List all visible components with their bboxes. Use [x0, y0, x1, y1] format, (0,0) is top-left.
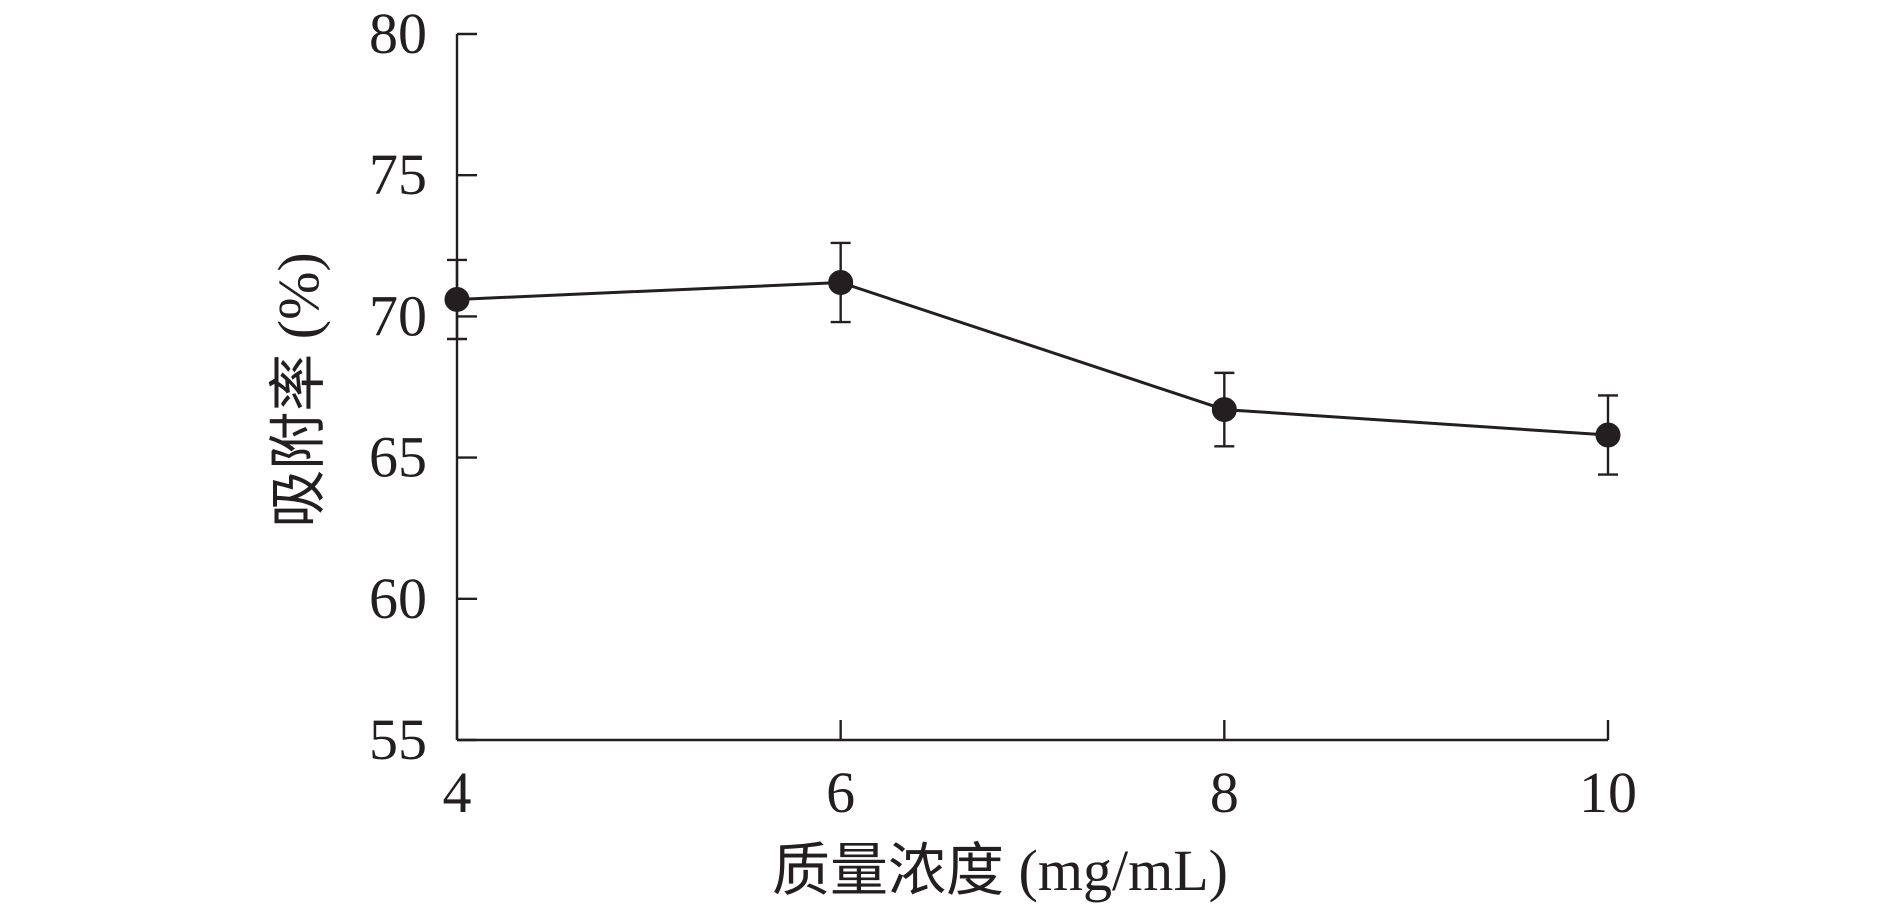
y-tick-label-70: 70 [369, 283, 427, 348]
x-tick-label-10: 10 [1579, 760, 1637, 825]
x-tick-label-8: 8 [1210, 760, 1239, 825]
plot-area: 55 60 65 70 75 80 4 6 8 10 [369, 1, 1637, 825]
y-axis-title: 吸附率 (%) [266, 252, 331, 527]
y-axis-ticks: 55 60 65 70 75 80 [369, 1, 477, 772]
data-markers [444, 270, 1621, 448]
y-tick-label-75: 75 [369, 142, 427, 207]
x-axis-title: 质量浓度 (mg/mL) [772, 838, 1228, 903]
series-line [456, 281, 1609, 437]
x-tick-label-4: 4 [443, 760, 472, 825]
x-tick-label-6: 6 [826, 760, 855, 825]
y-tick-label-55: 55 [369, 707, 427, 772]
data-point-x-8 [1211, 397, 1237, 423]
data-point-x-4 [444, 286, 470, 312]
x-axis-ticks: 4 6 8 10 [443, 720, 1637, 825]
y-tick-label-80: 80 [369, 1, 427, 66]
y-tick-label-60: 60 [369, 566, 427, 631]
data-point-x-10 [1595, 422, 1621, 448]
error-bars [447, 241, 1618, 476]
data-point-x-6 [828, 270, 854, 296]
y-tick-label-65: 65 [369, 425, 427, 490]
